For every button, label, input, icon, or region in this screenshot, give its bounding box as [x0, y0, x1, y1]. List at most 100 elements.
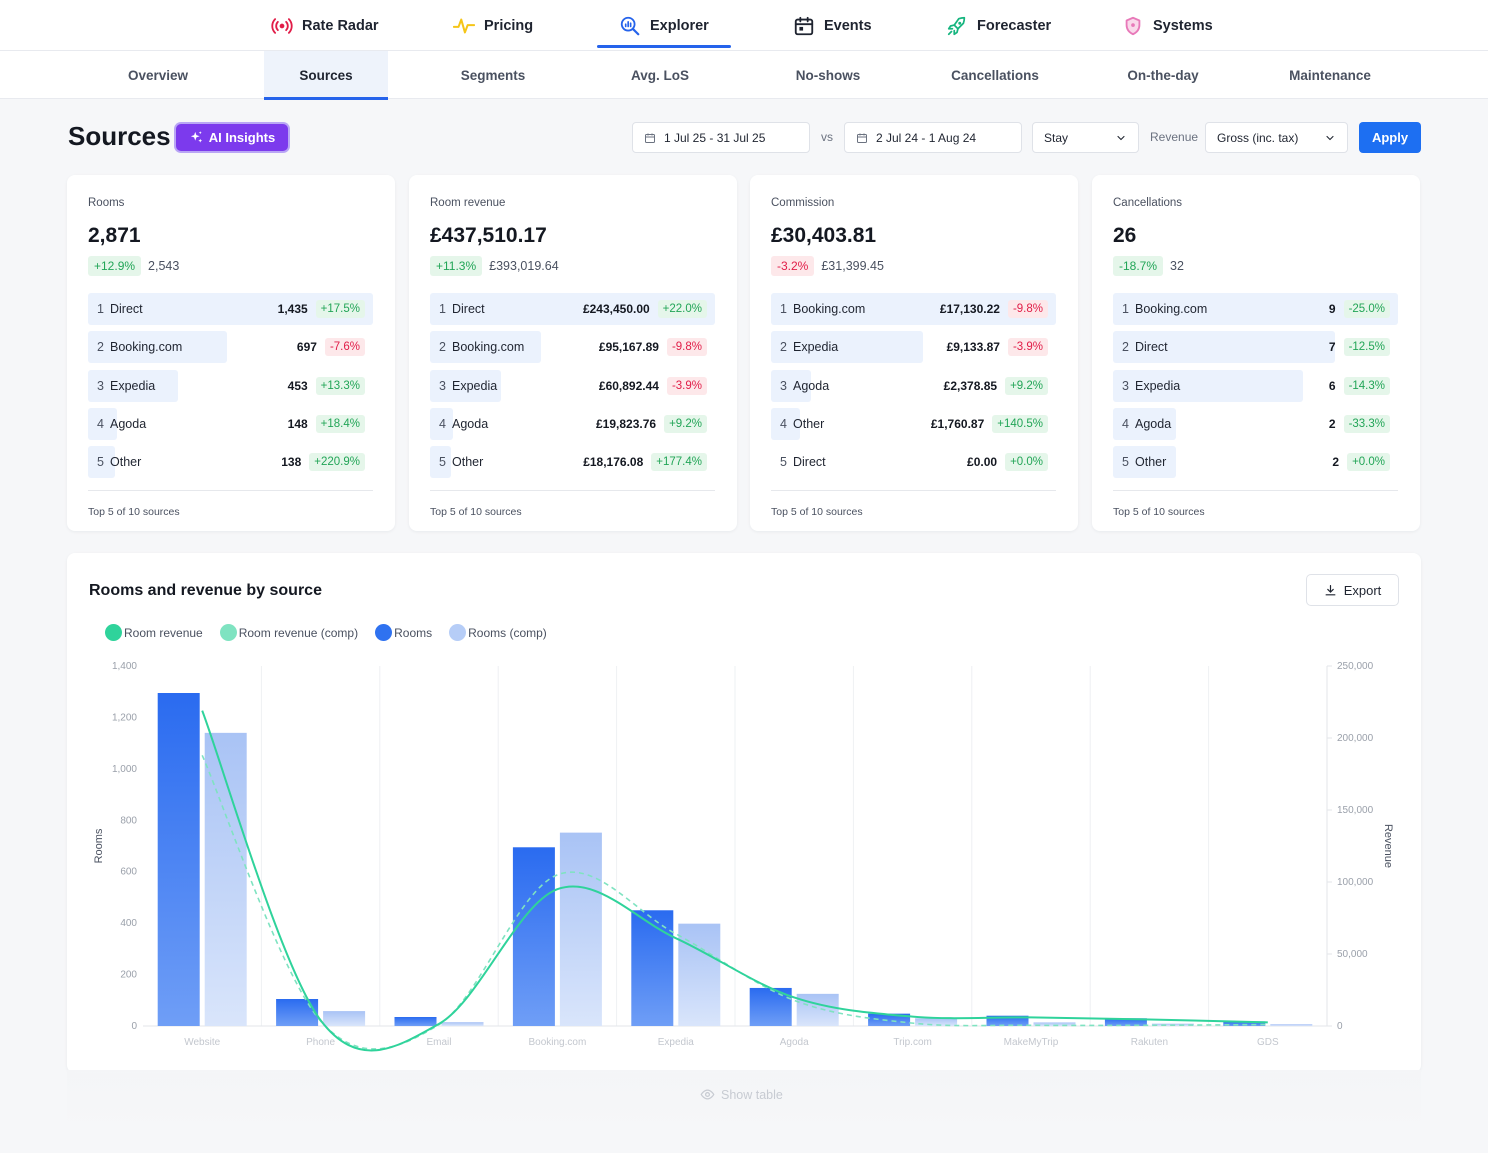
source-row[interactable]: 4 Agoda 2 -33.3% [1113, 407, 1398, 440]
source-row[interactable]: 2 Booking.com 697 -7.6% [88, 331, 373, 364]
vs-label: vs [821, 130, 833, 144]
rooms-comp-bar [678, 923, 721, 1026]
basis-select[interactable]: Stay [1032, 122, 1139, 153]
rooms-comp-bar [559, 832, 602, 1026]
tab-avg-los[interactable]: Avg. LoS [630, 67, 689, 83]
x-tick-label: MakeMyTrip [1004, 1037, 1059, 1048]
tab-sources[interactable]: Sources [264, 51, 388, 100]
y-tick-label: 600 [120, 867, 137, 878]
x-tick-label: Booking.com [528, 1037, 586, 1048]
source-row[interactable]: 3 Expedia £60,892.44 -3.9% [430, 369, 715, 402]
source-row[interactable]: 4 Agoda 148 +18.4% [88, 407, 373, 440]
date-range-picker[interactable]: 1 Jul 25 - 31 Jul 25 [632, 122, 810, 153]
card-footer: Top 5 of 10 sources [430, 506, 522, 518]
source-row[interactable]: 1 Direct £243,450.00 +22.0% [430, 293, 715, 325]
x-tick-label: Phone [306, 1037, 335, 1048]
topnav-forecaster[interactable]: Forecaster [946, 0, 1051, 51]
source-row[interactable]: 3 Agoda £2,378.85 +9.2% [771, 369, 1056, 402]
apply-button[interactable]: Apply [1359, 122, 1421, 153]
tab-segments[interactable]: Segments [460, 67, 526, 83]
revenue-mode-value: Gross (inc. tax) [1217, 130, 1299, 145]
card-label: Cancellations [1113, 197, 1183, 209]
share-bar [430, 407, 454, 440]
source-row[interactable]: 2 Expedia £9,133.87 -3.9% [771, 331, 1056, 364]
tab-on-the-day[interactable]: On-the-day [1127, 67, 1199, 83]
chevron-down-icon [1326, 135, 1334, 140]
topnav-events[interactable]: Events [793, 0, 872, 51]
rooms-comp-bar [323, 1011, 366, 1026]
source-row[interactable]: 4 Agoda £19,823.76 +9.2% [430, 407, 715, 440]
chevron-down-icon [1117, 135, 1125, 140]
card-value: £30,403.81 [771, 224, 877, 247]
source-list: 1 Direct £243,450.00 +22.0% 2 Booking.co… [430, 293, 715, 484]
topnav-rate-radar[interactable]: Rate Radar [271, 0, 379, 51]
legend-rooms-comp[interactable]: Rooms (comp) [449, 624, 547, 641]
source-name: Other [110, 455, 142, 470]
calendar-icon [794, 16, 814, 35]
share-bar [771, 331, 923, 364]
tab-overview[interactable]: Overview [127, 67, 189, 83]
revenue-label: Revenue [1150, 130, 1199, 144]
tab-no-shows[interactable]: No-shows [795, 67, 861, 83]
source-rank: 5 [97, 455, 104, 470]
show-table-button[interactable]: Show table [700, 1087, 783, 1102]
x-tick-label: Rakuten [1131, 1037, 1168, 1048]
revenue-mode-select[interactable]: Gross (inc. tax) [1205, 122, 1348, 153]
rooms-bar [986, 1015, 1029, 1026]
source-row[interactable]: 5 Other £18,176.08 +177.4% [430, 446, 715, 479]
radar-icon [271, 17, 293, 34]
rooms-comp-bar [441, 1022, 484, 1026]
legend-room-revenue-comp[interactable]: Room revenue (comp) [219, 624, 358, 641]
source-rank: 4 [439, 416, 446, 431]
source-row[interactable]: 1 Booking.com 9 -25.0% [1113, 293, 1398, 325]
legend-room-revenue[interactable]: Room revenue [105, 624, 203, 641]
tab-cancellations[interactable]: Cancellations [951, 67, 1039, 83]
legend-swatch [219, 624, 237, 641]
source-row[interactable]: 1 Direct 1,435 +17.5% [88, 293, 373, 325]
card-delta-badge: +12.9% [88, 256, 142, 276]
share-bar [1113, 446, 1177, 479]
source-rank: 1 [439, 302, 446, 316]
source-row[interactable]: 1 Booking.com £17,130.22 -9.8% [771, 293, 1056, 325]
source-row[interactable]: 5 Direct £0.00 +0.0% [771, 446, 1056, 478]
source-delta-badge: -9.8% [666, 338, 707, 357]
legend-rooms[interactable]: Rooms [375, 624, 432, 641]
card-delta-row: -3.2% £31,399.45 [771, 256, 884, 276]
source-value: £60,892.44 [598, 378, 659, 393]
source-value: 148 [287, 416, 308, 431]
source-rank: 4 [97, 416, 104, 431]
topnav-explorer[interactable]: Explorer [597, 0, 731, 51]
card-footer: Top 5 of 10 sources [88, 506, 180, 518]
topnav-pricing[interactable]: Pricing [453, 0, 533, 51]
source-name: Expedia [452, 378, 498, 393]
source-name: Expedia [793, 340, 839, 355]
source-row[interactable]: 5 Other 2 +0.0% [1113, 446, 1398, 479]
export-button[interactable]: Export [1306, 574, 1399, 606]
source-row[interactable]: 3 Expedia 453 +13.3% [88, 369, 373, 402]
card-footer: Top 5 of 10 sources [1113, 506, 1205, 518]
source-row[interactable]: 2 Booking.com £95,167.89 -9.8% [430, 331, 715, 364]
source-row[interactable]: 4 Other £1,760.87 +140.5% [771, 407, 1056, 440]
download-icon [1325, 584, 1336, 595]
rooms-bar [157, 693, 200, 1026]
source-rank: 2 [1122, 340, 1129, 355]
share-bar [1113, 407, 1177, 440]
card-comparison-value: £393,019.64 [489, 259, 559, 273]
comparison-range-picker[interactable]: 2 Jul 24 - 1 Aug 24 [844, 122, 1022, 153]
source-row[interactable]: 2 Direct 7 -12.5% [1113, 331, 1398, 364]
source-value: £19,823.76 [596, 416, 657, 431]
topnav-systems[interactable]: Systems [1122, 0, 1213, 51]
source-value: 138 [281, 455, 302, 470]
source-delta-badge: -14.3% [1343, 376, 1390, 395]
source-delta-badge: +177.4% [651, 453, 707, 472]
source-delta-badge: +13.3% [315, 376, 365, 395]
tab-maintenance[interactable]: Maintenance [1289, 67, 1371, 83]
source-delta-badge: +220.9% [309, 453, 365, 472]
card-delta-row: +11.3% £393,019.64 [430, 256, 559, 276]
source-row[interactable]: 5 Other 138 +220.9% [88, 446, 373, 479]
page-title: Sources [68, 121, 171, 151]
source-list: 1 Booking.com 9 -25.0% 2 Direct 7 -12.5%… [1113, 293, 1398, 484]
ai-insights-button[interactable]: AI Insights [176, 124, 288, 151]
source-row[interactable]: 3 Expedia 6 -14.3% [1113, 369, 1398, 402]
rooms-bar [394, 1017, 437, 1026]
